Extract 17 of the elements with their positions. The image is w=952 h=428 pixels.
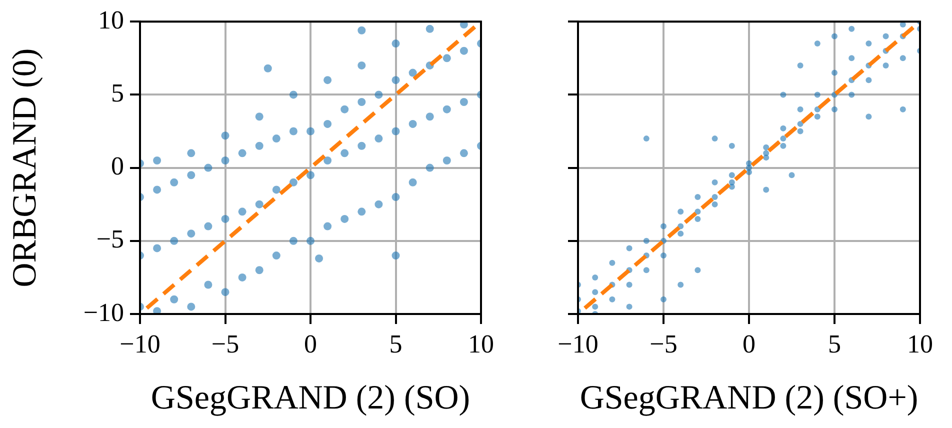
y-tick-label: −5 [96, 224, 124, 254]
x-axis-title: GSegGRAND (2) (SO) [150, 380, 470, 417]
x-tick-label: 0 [304, 329, 317, 358]
y-tick-label: 10 [98, 5, 124, 34]
x-tick-label: 5 [828, 329, 841, 358]
x-tick-label: −5 [211, 329, 240, 358]
y-tick-label: −10 [83, 298, 124, 327]
x-tick-label: −10 [558, 329, 598, 358]
y-axis-title: ORBGRAND (0) [6, 48, 44, 288]
x-tick-label: −5 [650, 329, 678, 358]
x-axis-title: GSegGRAND (2) (SO+) [580, 380, 918, 417]
x-tick-label: 10 [468, 329, 494, 358]
x-tick-label: 5 [389, 329, 402, 358]
y-tick-label: 0 [111, 152, 124, 181]
x-tick-label: 10 [907, 329, 933, 358]
x-tick-label: 0 [742, 329, 756, 358]
y-tick-label: 5 [111, 78, 124, 108]
